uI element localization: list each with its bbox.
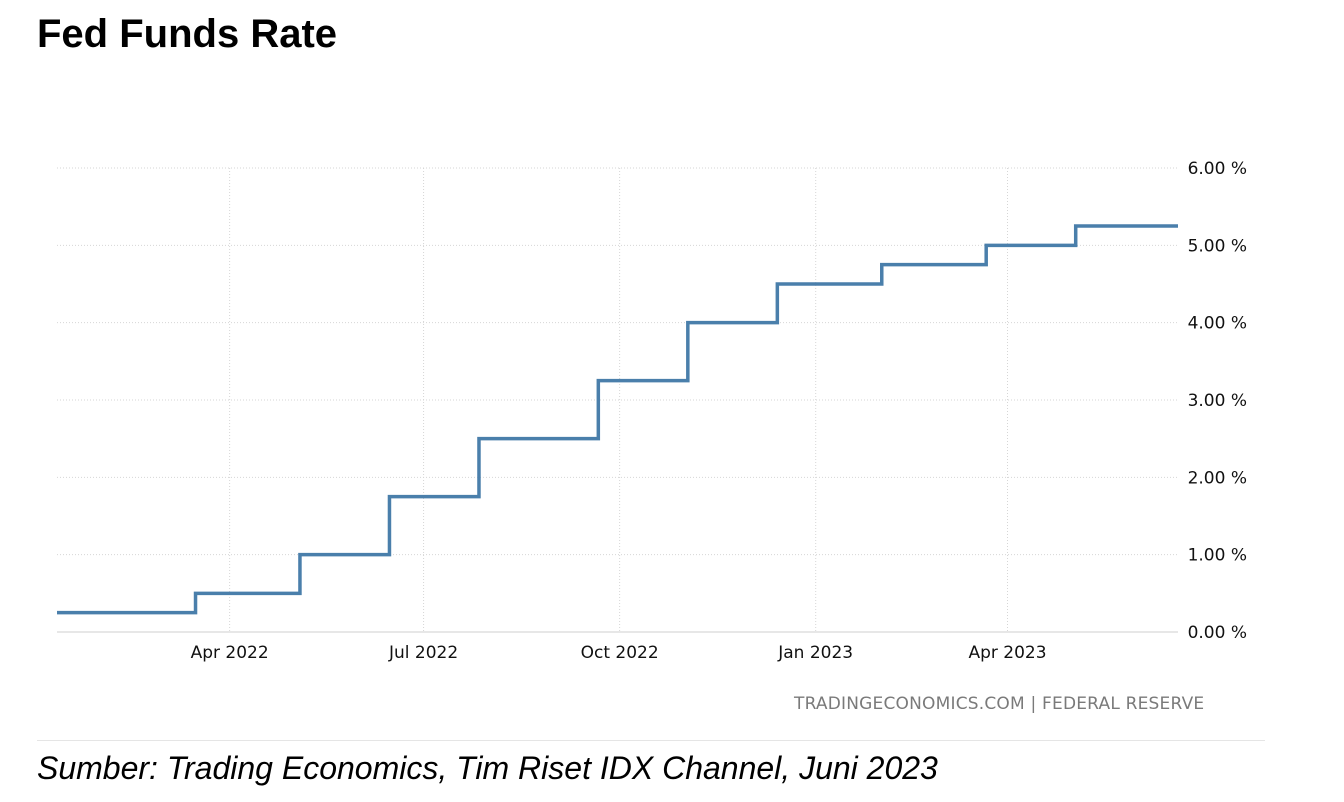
series-group: [57, 224, 1178, 615]
source-attribution: TRADINGECONOMICS.COM | FEDERAL RESERVE: [794, 694, 1205, 714]
chart-title: Fed Funds Rate: [37, 12, 338, 56]
x-tick-label: Oct 2022: [581, 643, 659, 663]
y-tick-label: 1.00 %: [1188, 546, 1247, 566]
x-axis: Apr 2022 Jul 2022 Oct 2022 Jan 2023 Apr 2023: [57, 631, 1178, 663]
y-tick-label: 6.00 %: [1188, 159, 1247, 179]
y-tick-label: 4.00 %: [1188, 314, 1247, 334]
fed-funds-rate-chart: Apr 2022 Jul 2022 Oct 2022 Jan 2023 Apr 2023…: [57, 159, 1247, 663]
grid-lines: [57, 167, 1178, 633]
y-tick-label: 3.00 %: [1188, 391, 1247, 411]
x-tick-label: Jul 2022: [388, 643, 458, 663]
y-tick-label: 2.00 %: [1188, 468, 1247, 488]
x-tick-label: Apr 2022: [191, 643, 269, 663]
series-line: [57, 224, 1178, 615]
y-axis: 0.00 % 1.00 % 2.00 % 3.00 % 4.00 % 5.00 % 6.00…: [1188, 159, 1247, 643]
divider: [37, 740, 1265, 741]
x-tick-label: Jan 2023: [777, 643, 853, 663]
y-tick-label: 0.00 %: [1188, 623, 1247, 643]
x-tick-label: Apr 2023: [968, 643, 1046, 663]
caption: Sumber: Trading Economics, Tim Riset IDX…: [37, 750, 938, 786]
y-tick-label: 5.00 %: [1188, 236, 1247, 256]
